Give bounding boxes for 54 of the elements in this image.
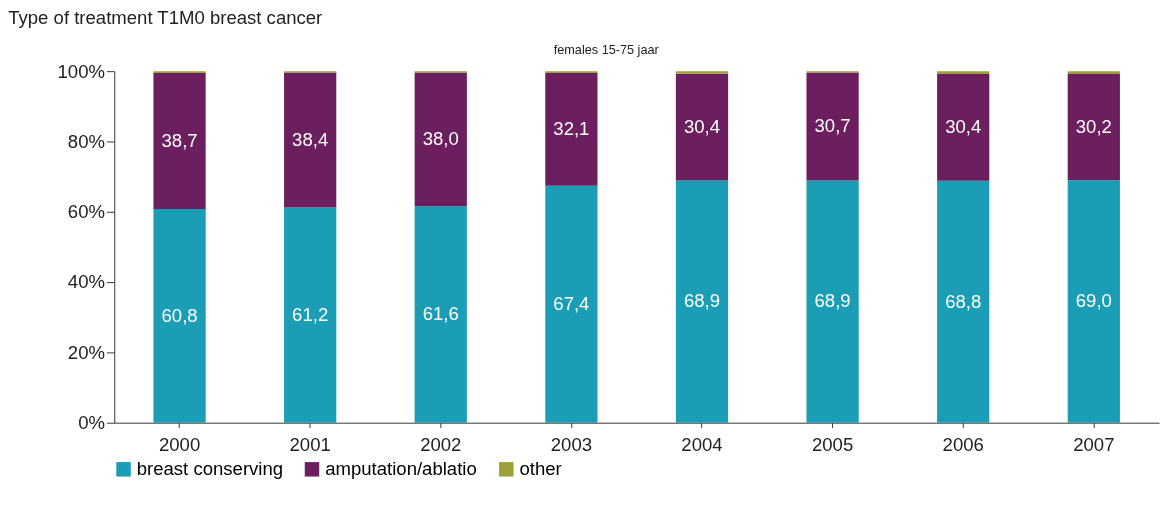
data-label: 69,0 [1075,290,1112,312]
y-tick-label: 0% [78,412,105,434]
y-tick-label: 80% [67,130,105,152]
bar [675,73,729,181]
data-label: 68,9 [814,290,851,312]
x-tick-label: 2005 [811,433,854,455]
bar [414,206,467,423]
data-label: 68,8 [945,290,982,312]
data-label: 32,1 [553,118,590,140]
bar [1067,71,1120,74]
bar [937,180,990,423]
data-label: 30,2 [1075,115,1112,137]
y-tick-label: 100% [57,60,105,82]
data-label: 61,2 [292,304,329,325]
data-label: 38,7 [161,129,198,151]
data-label: 68,9 [683,290,721,312]
data-label: 38,0 [422,128,459,150]
y-tick-label: 60% [67,201,105,223]
bar [153,208,206,423]
bar [806,180,859,423]
legend-label: amputation/ablatio [325,458,477,480]
bar [675,71,729,74]
bar [153,72,206,209]
bar [545,185,598,423]
legend-label: breast conserving [136,458,284,480]
data-label: 38,4 [292,128,329,150]
bar [545,72,598,186]
bar [284,207,337,423]
bar [1067,180,1120,423]
x-tick-label: 2004 [681,433,723,455]
y-tick-label: 40% [67,271,105,293]
data-label: 61,6 [422,303,459,325]
x-tick-label: 2002 [420,433,462,455]
x-tick-label: 2001 [289,433,331,455]
bar [1067,73,1120,181]
x-tick-label: 2003 [550,433,593,455]
x-tick-label: 2006 [942,433,984,455]
bar [414,72,467,207]
data-label: 60,8 [161,304,198,326]
data-label: 67,4 [553,293,590,315]
bar [937,73,990,181]
chart-subtitle: females 15-75 jaar [553,42,660,57]
x-tick-label: 2007 [1073,433,1115,455]
data-label: 30,7 [814,115,851,137]
bar [806,72,859,181]
bar [284,72,337,208]
bar [675,180,729,423]
chart-title: Type of treatment T1M0 breast cancer [8,7,323,29]
x-tick-label: 2000 [158,433,201,455]
data-label: 30,4 [683,115,721,137]
legend-label: other [519,458,562,480]
bar [937,71,990,74]
data-label: 30,4 [945,116,982,138]
y-tick-label: 20% [67,341,105,363]
